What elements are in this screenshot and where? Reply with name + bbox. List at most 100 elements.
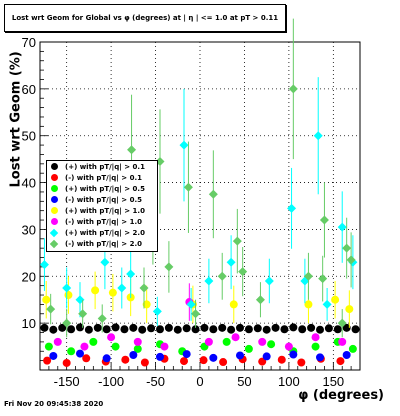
data-point: [94, 324, 102, 332]
data-point: [245, 325, 253, 333]
legend-symbol: [51, 174, 58, 181]
data-point: [49, 352, 57, 360]
data-point: [174, 326, 182, 334]
data-point: [297, 359, 305, 367]
legend-marker: [47, 241, 61, 247]
data-point: [205, 338, 213, 346]
y-tick-label: 60: [22, 82, 36, 97]
x-tick-label: -150: [54, 374, 80, 389]
legend-entry: (+) with pT/|q| > 0.1: [47, 161, 157, 172]
data-point: [129, 351, 137, 359]
data-point: [42, 296, 50, 304]
data-point: [236, 351, 244, 359]
data-point: [298, 325, 306, 333]
data-point: [245, 345, 253, 353]
legend-symbol: [51, 196, 58, 203]
data-point: [40, 324, 48, 332]
data-point: [134, 338, 142, 346]
data-point: [278, 356, 286, 364]
data-point: [232, 333, 240, 341]
data-point: [316, 353, 324, 361]
data-point: [80, 343, 88, 351]
data-point: [336, 357, 344, 365]
data-point: [67, 325, 75, 333]
data-point: [103, 354, 111, 362]
legend-entry: (+) with pT/|q| > 0.5: [47, 183, 157, 194]
data-point: [307, 324, 315, 332]
data-point: [263, 352, 271, 360]
data-point: [289, 351, 297, 359]
data-point: [338, 338, 346, 346]
y-tick-label: 30: [22, 222, 36, 237]
legend-label: (-) with pT/|q| > 1.0: [61, 218, 142, 226]
y-tick-label: 20: [22, 269, 36, 284]
x-tick-label: -100: [98, 374, 124, 389]
legend-label: (+) with pT/|q| > 0.5: [61, 185, 145, 193]
data-point: [89, 338, 97, 346]
data-point: [263, 326, 271, 334]
x-tick-label: 150: [322, 374, 344, 389]
data-point: [352, 325, 360, 333]
legend-label: (+) with pT/|q| > 0.1: [61, 163, 145, 171]
legend-marker: [47, 174, 61, 181]
data-point: [180, 357, 188, 365]
legend: (+) with pT/|q| > 0.1 (-) with pT/|q| > 0…: [46, 160, 158, 252]
legend-entry: (-) with pT/|q| > 0.5: [47, 194, 157, 205]
data-point: [120, 325, 128, 333]
data-point: [289, 323, 297, 331]
data-point: [219, 358, 227, 366]
x-tick-label: 50: [237, 374, 251, 389]
legend-symbol: [50, 228, 58, 236]
legend-label: (-) with pT/|q| > 2.0: [61, 240, 142, 248]
data-point: [49, 326, 57, 334]
legend-marker: [47, 185, 61, 192]
chart-title: Lost wrt Geom for Global vs φ (degrees) …: [4, 4, 286, 32]
legend-symbol: [51, 207, 58, 214]
data-point: [285, 343, 293, 351]
data-point: [141, 359, 149, 367]
timestamp-footer: Fri Nov 20 09:45:38 2020: [4, 400, 103, 408]
y-tick-label: 10: [22, 316, 36, 331]
data-point: [280, 325, 288, 333]
data-point: [258, 338, 266, 346]
data-point: [54, 338, 62, 346]
data-point: [312, 343, 320, 351]
legend-marker: [47, 218, 61, 225]
y-tick-label: 70: [22, 35, 36, 50]
data-point: [63, 359, 71, 367]
data-point: [64, 291, 72, 299]
data-point: [112, 343, 120, 351]
legend-marker: [47, 230, 61, 236]
data-point: [112, 323, 120, 331]
data-point: [103, 325, 111, 333]
data-point: [147, 324, 155, 332]
data-point: [345, 305, 353, 313]
data-point: [156, 325, 164, 333]
y-tick-label: 50: [22, 129, 36, 144]
data-point: [45, 343, 53, 351]
legend-entry: (-) with pT/|q| > 1.0: [47, 216, 157, 227]
data-point: [304, 300, 312, 308]
data-point: [91, 286, 99, 294]
data-point: [349, 345, 357, 353]
data-point: [343, 351, 351, 359]
data-point: [85, 326, 93, 334]
data-point: [109, 289, 117, 297]
data-point: [272, 324, 280, 332]
x-tick-label: 100: [278, 374, 300, 389]
x-tick-label: 0: [196, 374, 203, 389]
legend-symbol: [51, 218, 58, 225]
data-point: [121, 356, 129, 364]
data-point: [267, 340, 275, 348]
data-point: [236, 324, 244, 332]
data-point: [165, 324, 173, 332]
data-point: [67, 347, 75, 355]
y-axis-label: Lost wrt Geom (%): [9, 68, 24, 188]
x-axis-label: φ (degrees): [298, 388, 384, 403]
data-point: [129, 324, 137, 332]
legend-entry: (+) with pT/|q| > 1.0: [47, 205, 157, 216]
legend-label: (-) with pT/|q| > 0.1: [61, 174, 142, 182]
data-point: [325, 324, 333, 332]
data-point: [218, 324, 226, 332]
legend-entry: (-) with pT/|q| > 2.0: [47, 238, 157, 249]
